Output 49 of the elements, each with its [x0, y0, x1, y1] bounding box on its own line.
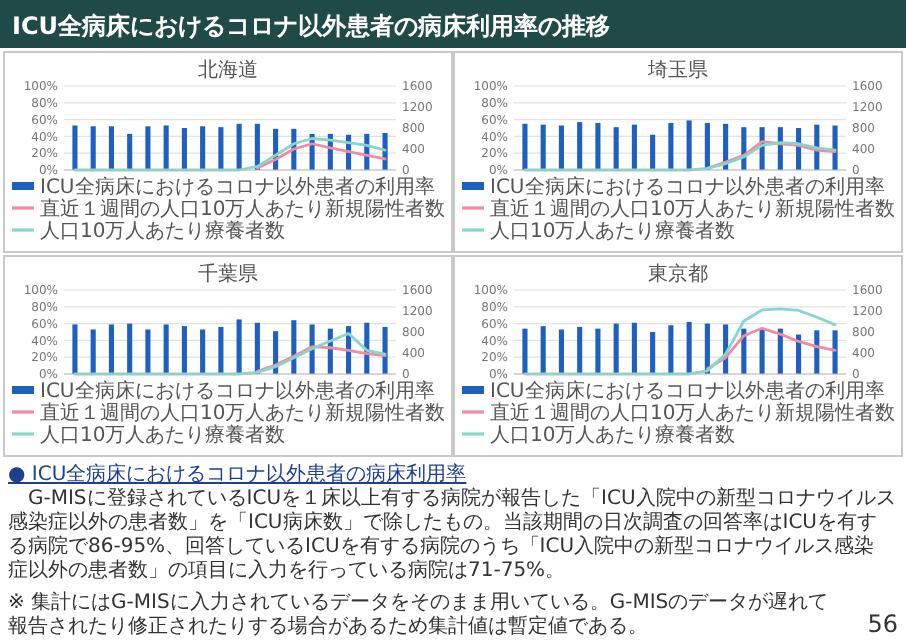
legend-label: 人口10万人あたり療養者数: [40, 219, 286, 243]
bar: [595, 122, 601, 170]
legend-label: 人口10万人あたり療養者数: [490, 423, 736, 447]
bar: [814, 330, 820, 374]
bar: [759, 328, 765, 374]
bar: [613, 127, 619, 170]
chart-title: 北海道: [198, 58, 258, 82]
bar: [650, 332, 656, 374]
bar: [540, 124, 546, 170]
bar: [631, 322, 637, 374]
text: ● ICU全病床におけるコロナ以外患者の病床利用率: [8, 462, 467, 486]
legend-label: ICU全病床におけるコロナ以外患者の利用率: [490, 175, 885, 199]
bar: [595, 328, 601, 374]
text: ICU全病床におけるコロナ以外患者の病床利用率の推移: [12, 12, 611, 40]
legend-label: 直近１週間の人口10万人あたり新規陽性者数: [490, 401, 896, 425]
bar: [668, 325, 674, 374]
legend-label: 人口10万人あたり療養者数: [490, 219, 736, 243]
legend-label: ICU全病床におけるコロナ以外患者の利用率: [40, 379, 435, 403]
bar: [577, 326, 583, 374]
bar: [832, 330, 838, 374]
bar: [704, 122, 710, 170]
chart-title: 埼玉県: [646, 58, 708, 82]
bar: [558, 329, 564, 374]
chart-title: 千葉県: [198, 262, 258, 286]
text: ※ 集計にはG-MISに入力されているデータをそのまま用いている。G-MISのデータが遅れて報告されたり修正されたりする場合があるため集計値は暫定値である。: [8, 590, 829, 638]
bar: [522, 123, 528, 170]
chart-title: 東京都: [648, 262, 708, 286]
bar: [650, 134, 656, 170]
bar: [686, 321, 692, 374]
line-series: [705, 326, 837, 371]
legend-label: ICU全病床におけるコロナ以外患者の利用率: [490, 379, 885, 403]
bar: [540, 326, 546, 374]
legend-label: ICU全病床におけるコロナ以外患者の利用率: [40, 175, 435, 199]
legend-label: 直近１週間の人口10万人あたり新規陽性者数: [490, 197, 896, 221]
line-series: [255, 142, 387, 170]
text: 56: [867, 610, 898, 638]
line-series: [255, 345, 387, 373]
bar: [668, 122, 674, 170]
bar: [686, 120, 692, 170]
bar: [577, 122, 583, 170]
bar: [631, 124, 637, 170]
legend-label: 直近１週間の人口10万人あたり新規陽性者数: [40, 197, 446, 221]
bar: [558, 125, 564, 170]
text: G-MISに登録されているICUを１床以上有する病院が報告した「ICU入院中の新型コロナウイルス感染症以外の患者数」を「ICU病床数」で除したもの。当該期間の日次調査の回答率はICUを有する病院で86-95%、回答しているICUを有する病院のうち「ICU入院中の新型コロナウイルス感染症以外の患者数」の項目に入力を行っている病院は71-75%。: [8, 486, 896, 582]
bar: [522, 328, 528, 374]
legend-label: 直近１週間の人口10万人あたり新規陽性者数: [40, 401, 446, 425]
bar: [613, 323, 619, 374]
legend-label: 人口10万人あたり療養者数: [40, 423, 286, 447]
bar: [832, 125, 838, 170]
